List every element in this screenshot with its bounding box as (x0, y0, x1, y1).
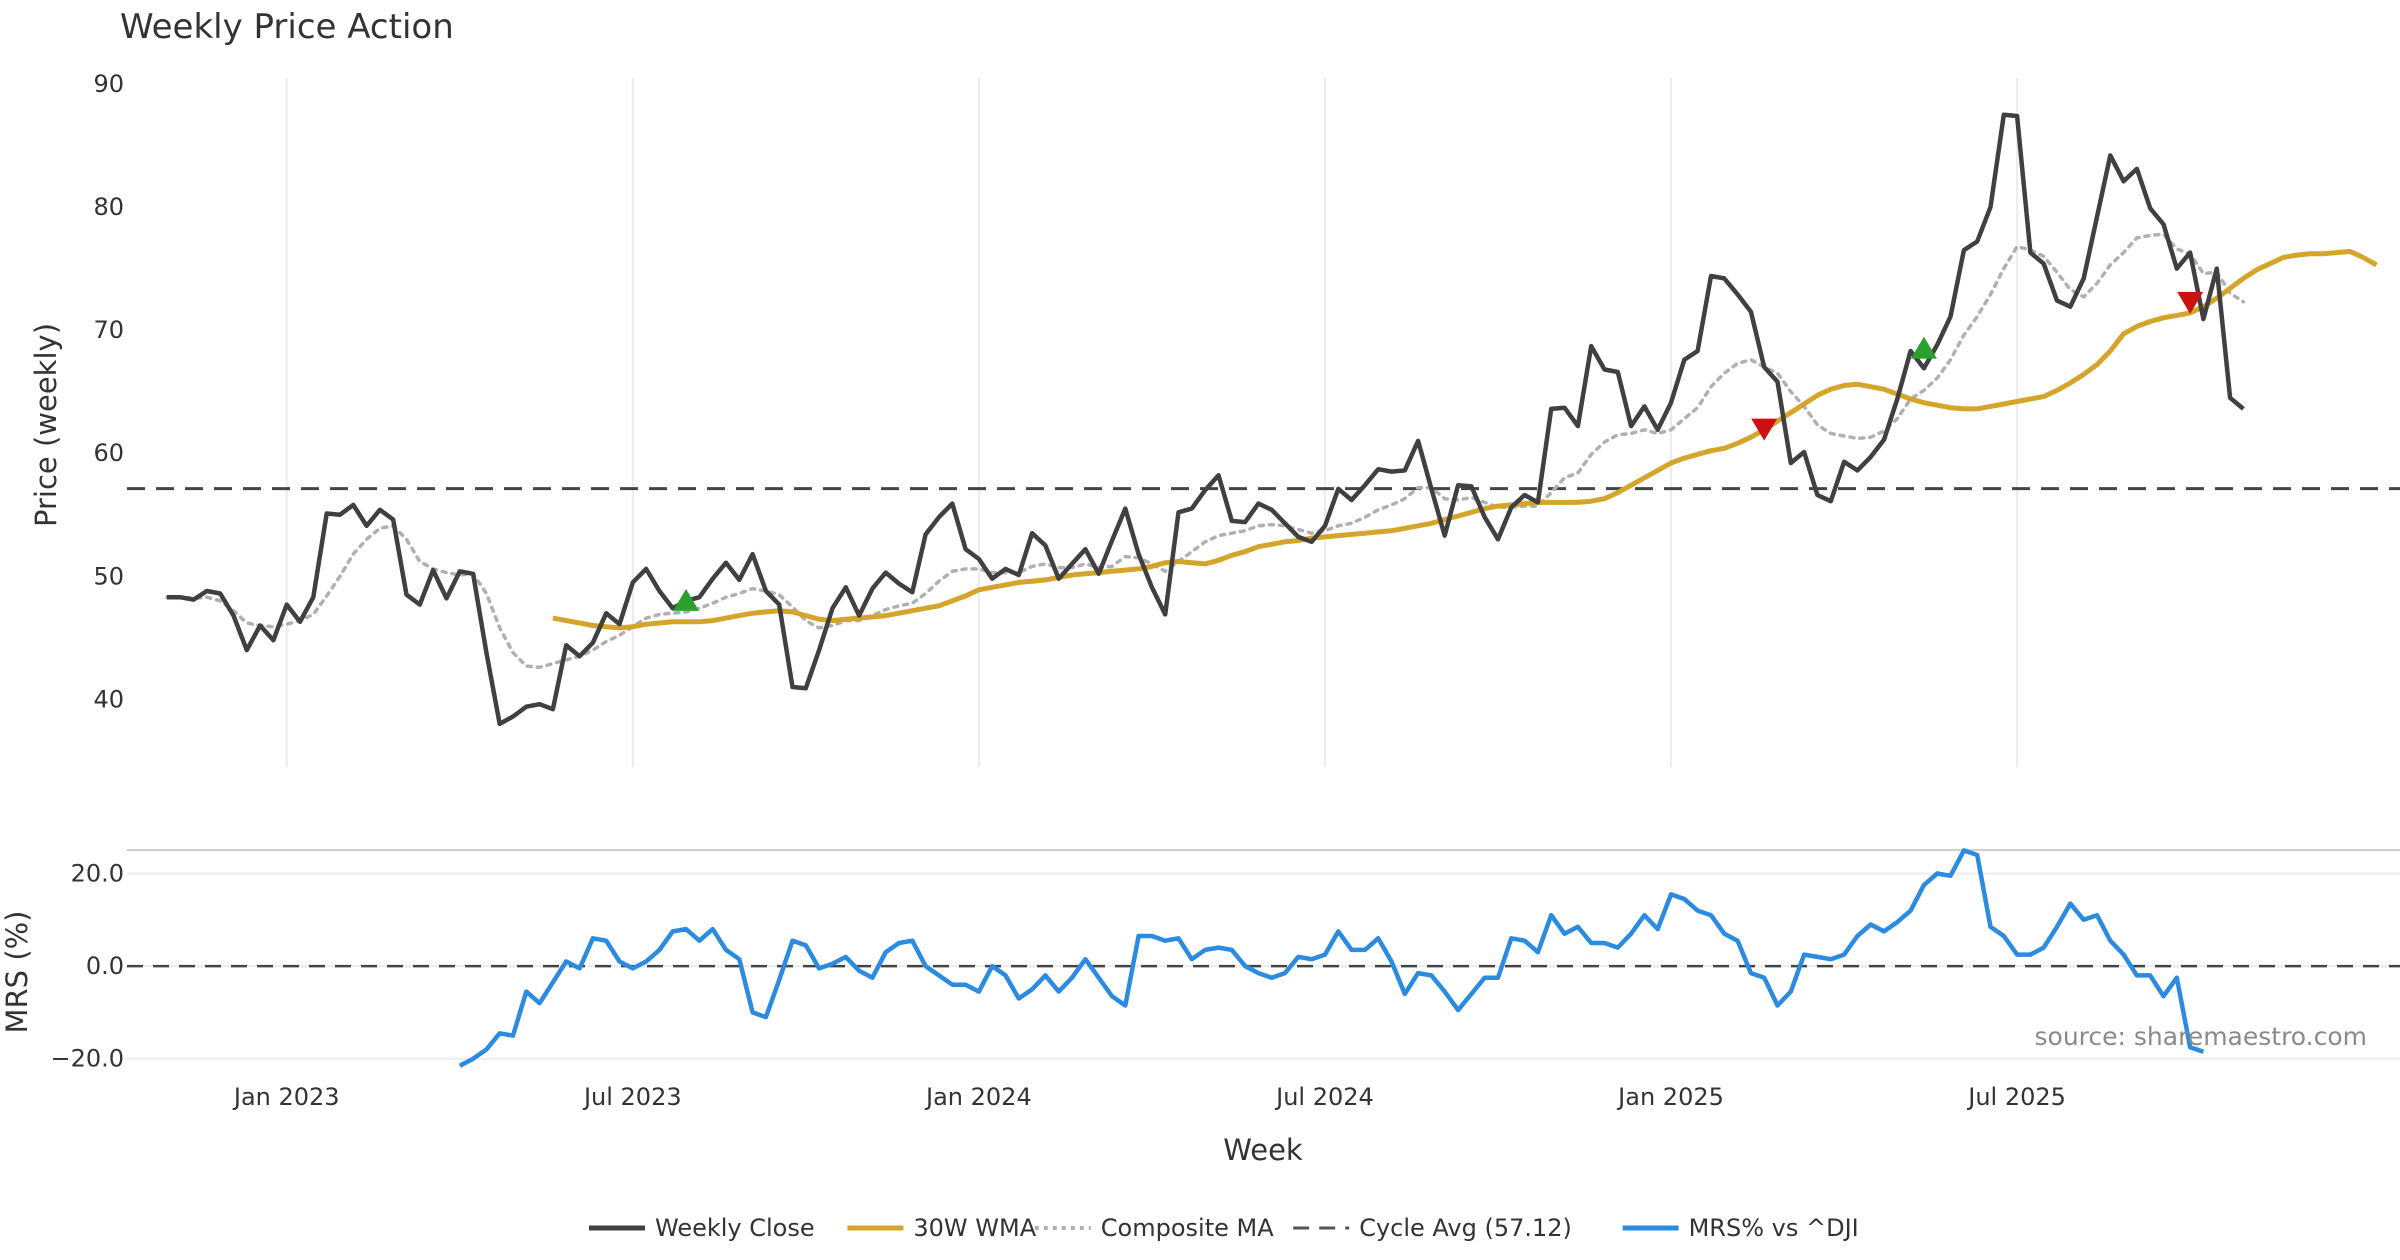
legend: Weekly Close 30W WMA Composite MA Cycle Avg… (589, 1214, 1859, 1242)
buy-signal-marker (673, 588, 700, 611)
x-axis-label: Week (1223, 1133, 1303, 1167)
price-y-tick: 40 (93, 685, 124, 713)
x-tick-label: Jan 2025 (1616, 1083, 1724, 1111)
mrs-y-ticks: 20.0 0.0 −20.0 (50, 860, 124, 1073)
price-y-axis-label: Price (weekly) (29, 323, 63, 527)
signal-markers (673, 291, 2204, 611)
price-panel: 40 50 60 70 80 90 Price (weekly) (29, 70, 2400, 727)
x-tick-label: Jul 2024 (1274, 1083, 1374, 1111)
chart-title: Weekly Price Action (120, 7, 454, 47)
legend-label: Cycle Avg (57.12) (1359, 1214, 1572, 1242)
legend-label: 30W WMA (913, 1214, 1036, 1242)
price-y-tick: 70 (93, 316, 124, 344)
weekly-close-line (166, 112, 2245, 727)
legend-item: Weekly Close (589, 1214, 815, 1242)
mrs-y-axis-label: MRS (%) (0, 911, 34, 1034)
mrs-y-tick: 20.0 (71, 860, 124, 888)
mrs-y-tick: −20.0 (50, 1045, 124, 1073)
mrs-panel: 20.0 0.0 −20.0 MRS (%) source: sharemaestr… (0, 848, 2400, 1073)
sell-signal-marker (2177, 291, 2204, 314)
x-tick-label: Jul 2025 (1966, 1083, 2066, 1111)
sell-signal-marker (1751, 418, 1778, 441)
x-tick-label: Jul 2023 (582, 1083, 682, 1111)
composite-ma-line (165, 232, 2246, 670)
mrs-y-tick: 0.0 (86, 952, 124, 980)
legend-label: MRS% vs ^DJI (1689, 1214, 1859, 1242)
legend-item: MRS% vs ^DJI (1622, 1214, 1859, 1242)
legend-item: Cycle Avg (57.12) (1293, 1214, 1572, 1242)
source-credit: source: sharemaestro.com (2035, 1022, 2368, 1051)
mrs-line (458, 848, 2205, 1068)
price-y-ticks: 40 50 60 70 80 90 (93, 70, 124, 713)
legend-label: Weekly Close (655, 1214, 815, 1242)
wma-30w-line (552, 248, 2378, 631)
price-y-tick: 80 (93, 193, 124, 221)
price-y-tick: 50 (93, 562, 124, 590)
buy-signal-marker (1910, 336, 1937, 359)
x-tick-label: Jan 2023 (232, 1083, 340, 1111)
legend-item: 30W WMA (847, 1214, 1037, 1242)
price-y-tick: 90 (93, 70, 124, 98)
price-y-tick: 60 (93, 439, 124, 467)
legend-item: Composite MA (1034, 1214, 1274, 1242)
x-tick-label: Jan 2024 (924, 1083, 1032, 1111)
legend-label: Composite MA (1101, 1214, 1274, 1242)
x-ticks: Jan 2023 Jul 2023 Jan 2024 Jul 2024 Jan 2025… (232, 1083, 2066, 1111)
grid-lines (127, 78, 2400, 1060)
